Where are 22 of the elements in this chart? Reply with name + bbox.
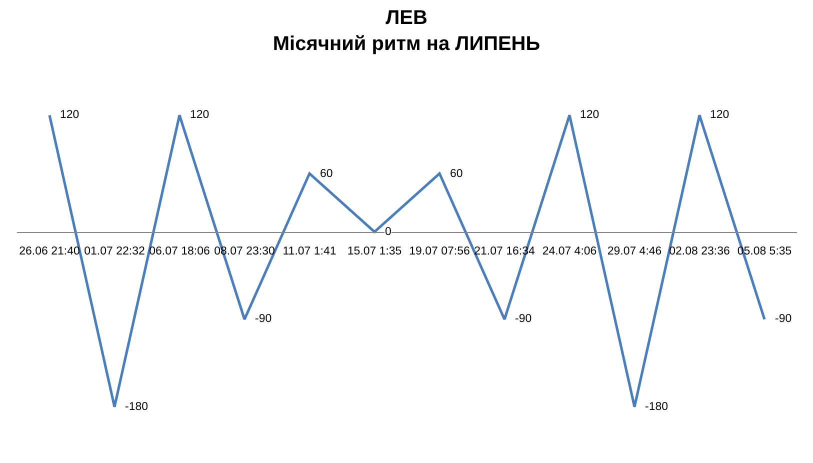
x-tick-label: 19.07 07:56 [409, 246, 470, 258]
data-label: -90 [515, 313, 532, 325]
x-tick-label: 06.07 18:06 [149, 246, 210, 258]
data-label: 120 [190, 109, 210, 121]
data-label: 60 [450, 168, 463, 180]
x-tick-label: 24.07 4:06 [542, 246, 597, 258]
x-tick-label: 26.06 21:40 [19, 246, 80, 258]
x-tick-label: 11.07 1:41 [282, 246, 336, 258]
x-tick-label: 02.08 23:36 [669, 246, 730, 258]
data-label: 60 [320, 168, 333, 180]
x-tick-label: 15.07 1:35 [347, 246, 402, 258]
x-tick-label: 01.07 22:32 [84, 246, 145, 258]
data-label: -180 [125, 401, 148, 413]
x-tick-label: 29.07 4:46 [607, 246, 662, 258]
data-label: 120 [710, 109, 730, 121]
chart-title: ЛЕВ Місячний ритм на ЛИПЕНЬ [272, 7, 540, 56]
data-label: -180 [645, 401, 668, 413]
data-label: 0 [385, 226, 392, 238]
data-label: -90 [775, 313, 792, 325]
data-label: 120 [60, 109, 80, 121]
data-label: 120 [580, 109, 600, 121]
data-label: -90 [255, 313, 272, 325]
